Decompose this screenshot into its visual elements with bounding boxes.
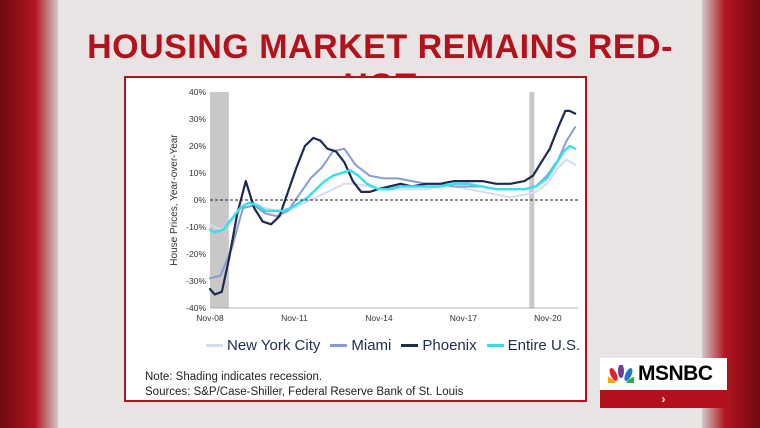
legend-swatch-phoenix <box>401 343 419 347</box>
y-tick-label: 30% <box>189 114 206 124</box>
y-tick-label: -30% <box>186 276 206 286</box>
legend-label-miami: Miami <box>351 336 392 354</box>
legend-item-phoenix: Phoenix <box>401 336 477 354</box>
legend-swatch-entire-us <box>486 343 504 347</box>
legend-item-entire-us: Entire U.S. <box>486 336 581 354</box>
chart-legend: New York City Miami Phoenix Entire U.S. <box>206 334 606 356</box>
y-tick-label: 10% <box>189 168 206 178</box>
logo-bar: › <box>600 390 727 408</box>
x-tick-label: Nov-08 <box>196 313 224 323</box>
legend-swatch-new-york-city <box>206 343 223 347</box>
y-axis-label: House Prices, Year-over-Year <box>169 134 180 266</box>
y-tick-label: 40% <box>189 87 206 97</box>
y-tick-label: 0% <box>194 195 207 205</box>
y-tick-label: -10% <box>186 222 206 232</box>
series-line-new-york-city <box>209 158 577 231</box>
y-tick-label: -40% <box>186 303 206 313</box>
legend-item-miami: Miami <box>330 337 391 354</box>
x-tick-label: Nov-11 <box>281 313 308 323</box>
x-tick-label: Nov-14 <box>365 313 393 323</box>
logo-wordmark: MSNBC <box>638 362 713 385</box>
series-line-miami <box>209 126 577 280</box>
series-line-phoenix <box>208 109 577 296</box>
x-tick-label: Nov-17 <box>450 313 478 323</box>
series-line-entire-u-s <box>208 144 577 234</box>
msnbc-logo: MSNBC <box>600 358 727 390</box>
peacock-icon <box>608 365 634 383</box>
legend-label-new-york-city: New York City <box>227 336 321 354</box>
legend-swatch-miami <box>330 343 348 347</box>
background-left <box>0 0 58 428</box>
sources-note: Sources: S&P/Case-Shiller, Federal Reser… <box>145 386 464 398</box>
chart-footnote: Note: Shading indicates recession. Sourc… <box>145 370 463 400</box>
legend-item-new-york-city: New York City <box>206 337 320 354</box>
recession-band-0 <box>210 92 229 308</box>
chevron-right-icon: › <box>661 392 666 406</box>
legend-label-phoenix: Phoenix <box>422 336 477 354</box>
legend-label-entire-us: Entire U.S. <box>507 336 581 354</box>
recession-note: Note: Shading indicates recession. <box>145 371 323 383</box>
y-tick-label: -20% <box>186 249 206 259</box>
background-right <box>702 0 760 428</box>
x-tick-label: Nov-20 <box>534 313 562 323</box>
y-tick-label: 20% <box>189 141 206 151</box>
chart-card <box>124 76 587 402</box>
